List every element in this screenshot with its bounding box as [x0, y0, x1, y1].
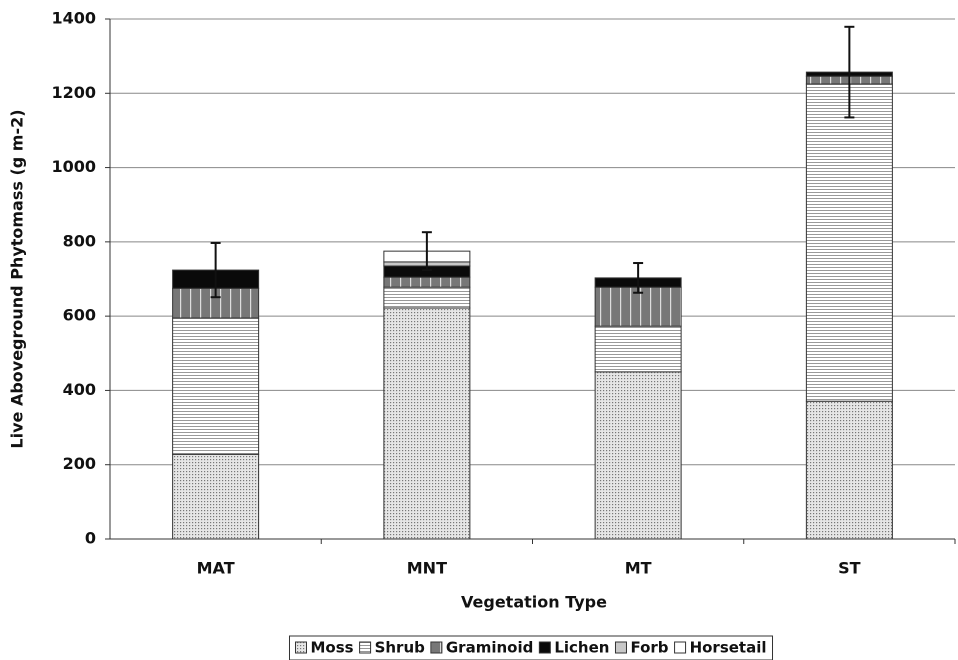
- legend-label: Lichen: [554, 639, 609, 657]
- legend-label: Forb: [630, 639, 668, 657]
- y-tick-label: 800: [63, 231, 96, 250]
- y-tick-label: 400: [63, 380, 96, 399]
- y-tick-label: 0: [85, 529, 96, 548]
- legend-swatch: [430, 641, 443, 654]
- bar-segment: [383, 307, 471, 540]
- y-tick-label: 1200: [51, 83, 96, 102]
- error-bar: [633, 262, 644, 294]
- y-axis-title: Live Aboveground Phytomass (g m-2): [8, 109, 27, 448]
- legend-swatch: [674, 641, 687, 654]
- legend-swatch: [614, 641, 627, 654]
- x-tick-label: MAT: [197, 559, 235, 578]
- bar-segment: [383, 276, 471, 288]
- legend-label: Shrub: [375, 639, 426, 657]
- error-bar: [210, 241, 221, 299]
- x-tick-label: MT: [625, 559, 652, 578]
- legend-label: Moss: [310, 639, 353, 657]
- bar-segment: [172, 317, 260, 455]
- y-tick-label: 1400: [51, 9, 96, 28]
- bar-segment: [172, 453, 260, 540]
- y-tick-label: 600: [63, 306, 96, 325]
- bar-segment: [805, 83, 893, 402]
- legend-swatch: [359, 641, 372, 654]
- legend-swatch: [294, 641, 307, 654]
- error-bar: [421, 231, 432, 272]
- error-bar: [844, 25, 855, 119]
- legend-swatch: [538, 641, 551, 654]
- y-tick-label: 200: [63, 454, 96, 473]
- bar-segment: [805, 400, 893, 540]
- bar-segment: [594, 325, 682, 373]
- x-axis-title: Vegetation Type: [461, 593, 607, 612]
- legend-label: Graminoid: [446, 639, 533, 657]
- bar-segment: [594, 371, 682, 540]
- y-tick-label: 1000: [51, 157, 96, 176]
- x-tick-label: ST: [838, 559, 861, 578]
- x-tick-label: MNT: [407, 559, 447, 578]
- legend-label: Horsetail: [690, 639, 767, 657]
- bar-segment: [383, 286, 471, 309]
